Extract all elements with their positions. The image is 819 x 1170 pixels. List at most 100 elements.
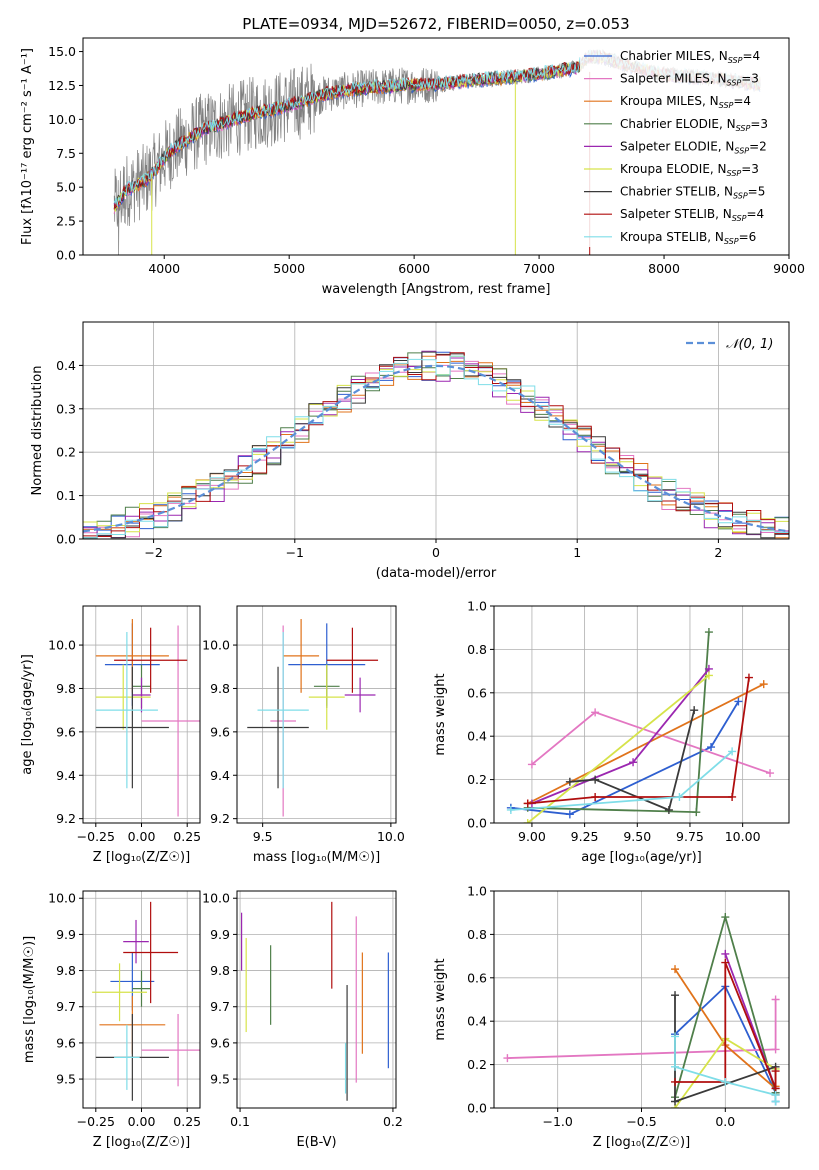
y-tick-label: 9.9	[210, 927, 230, 942]
point-marker	[734, 697, 743, 706]
legend-text: Kroupa MILES, N	[620, 94, 719, 108]
legend-text: Chabrier MILES, N	[620, 49, 728, 63]
x-tick-label: 9000	[773, 261, 805, 276]
axes-frame	[82, 321, 790, 540]
y-tick-label: 7.5	[56, 146, 76, 161]
legend-subscript: SSP	[728, 56, 743, 65]
x-axis-label: Z [log₁₀(Z/Z☉)]	[593, 1135, 690, 1150]
point-marker	[591, 708, 600, 717]
y-tick-label: 10.0	[48, 638, 76, 653]
point-marker	[565, 777, 574, 786]
panel-age-vs-z: −0.25 0.00 0.25 9.2 9.4 9.6 9.8 10.0 Z [log₁₀(Z/…	[20, 605, 201, 865]
y-tick-label: 9.4	[210, 768, 230, 783]
y-tick-label: 0.8	[467, 642, 487, 657]
legend-text: Salpeter STELIB, N	[620, 207, 732, 221]
y-tick-label: 0.3	[56, 401, 76, 416]
y-tick-label: 0.2	[467, 1057, 487, 1072]
grid	[237, 891, 396, 1108]
legend-subscript: SSP	[734, 146, 749, 155]
spectrum-title: PLATE=0934, MJD=52672, FIBERID=0050, z=0…	[242, 15, 629, 33]
y-tick-label: 0.4	[467, 729, 487, 744]
series-kroupa_elodie	[527, 674, 710, 823]
series-chabrier_stelib	[569, 709, 696, 812]
y-tick-label: 0.0	[56, 532, 76, 547]
y-tick-label: 5.0	[56, 180, 76, 195]
x-tick-label: 1	[573, 545, 581, 560]
errorbar-salpeter_elodie	[344, 677, 376, 713]
y-tick-label: 0.6	[467, 970, 487, 985]
y-axis-label: mass weight	[433, 958, 448, 1040]
legend-subscript: SSP	[733, 192, 748, 201]
y-tick-label: 0.0	[467, 1101, 487, 1116]
point-marker	[704, 628, 713, 637]
axes-frame	[493, 605, 790, 824]
axes-frame	[82, 890, 201, 1109]
point-marker	[721, 1077, 730, 1086]
legend-box	[580, 42, 786, 247]
series-salpeter_stelib	[527, 677, 750, 805]
x-tick-label: 6000	[398, 261, 430, 276]
legend-subscript: SSP	[736, 124, 751, 133]
y-tick-label: 0.2	[467, 772, 487, 787]
histogram-salpeter_stelib	[83, 352, 789, 539]
y-tick-label: 0.4	[467, 1014, 487, 1029]
x-tick-label: 5000	[273, 261, 305, 276]
plot-area	[506, 628, 775, 823]
plot-area	[503, 913, 780, 1108]
y-tick-label: 9.6	[210, 724, 230, 739]
y-tick-label: 10.0	[48, 891, 76, 906]
errorbar-salpeter_miles	[141, 1013, 200, 1087]
point-marker	[692, 808, 701, 817]
y-tick-label: 0.1	[56, 488, 76, 503]
point-marker	[523, 799, 532, 808]
x-tick-label: 0	[432, 545, 440, 560]
plot-area	[240, 901, 389, 1101]
errorbar-chabrier_stelib	[95, 666, 169, 789]
point-marker	[771, 995, 780, 1004]
series-salpeter_stelib	[675, 962, 777, 1089]
x-tick-label: −0.25	[77, 829, 115, 844]
errorbar-kroupa_stelib	[95, 632, 158, 789]
point-marker	[728, 792, 737, 801]
y-tick-label: 15.0	[48, 44, 76, 59]
y-tick-label: 0.2	[56, 445, 76, 460]
panel-mw-vs-age: 9.00 9.25 9.50 9.75 10.00 0.0 0.2 0.4 0.6 0.8 1.0 a…	[433, 599, 790, 865]
panel-age-vs-mass: 9.5 10.0 9.2 9.4 9.6 9.8 10.0 mass [log₁₀(M/M☉)…	[202, 605, 405, 865]
y-tick-label: 9.8	[210, 681, 230, 696]
y-tick-label: 9.8	[210, 963, 230, 978]
y-tick-label: 9.2	[56, 811, 76, 826]
point-marker	[707, 743, 716, 752]
x-axis-label: Z [log₁₀(Z/Z☉)]	[93, 850, 190, 865]
errorbar-kroupa_elodie	[308, 664, 345, 730]
y-axis-label: mass [log₁₀(M/M☉)]	[22, 936, 37, 1063]
point-marker	[629, 758, 638, 767]
x-tick-label: 0.25	[173, 829, 201, 844]
x-tick-label: 0.2	[383, 1114, 403, 1129]
point-marker	[671, 1097, 680, 1106]
point-marker	[671, 1077, 680, 1086]
point-marker	[721, 913, 730, 922]
y-tick-label: 9.5	[56, 1072, 76, 1087]
y-tick-label: 12.5	[48, 78, 76, 93]
point-marker	[565, 810, 574, 819]
legend-suffix: =4	[733, 94, 751, 108]
legend-entry: Chabrier STELIB, NSSP=5	[620, 185, 765, 201]
legend-suffix: =3	[741, 72, 759, 86]
plot-area	[92, 901, 200, 1101]
x-tick-label: 2	[714, 545, 722, 560]
errorbar-kroupa_elodie	[95, 664, 151, 730]
y-tick-label: 9.6	[56, 724, 76, 739]
legend-suffix: =3	[750, 117, 768, 131]
point-marker	[744, 673, 753, 682]
y-tick-label: 9.7	[56, 999, 76, 1014]
series-chabrier_elodie	[527, 631, 710, 814]
y-tick-label: 10.0	[48, 112, 76, 127]
legend-entry: Chabrier ELODIE, NSSP=3	[620, 117, 768, 133]
axes-frame	[82, 605, 201, 824]
legend-entry: Kroupa MILES, NSSP=4	[620, 94, 751, 110]
grid	[83, 606, 200, 823]
point-marker	[671, 1062, 680, 1071]
